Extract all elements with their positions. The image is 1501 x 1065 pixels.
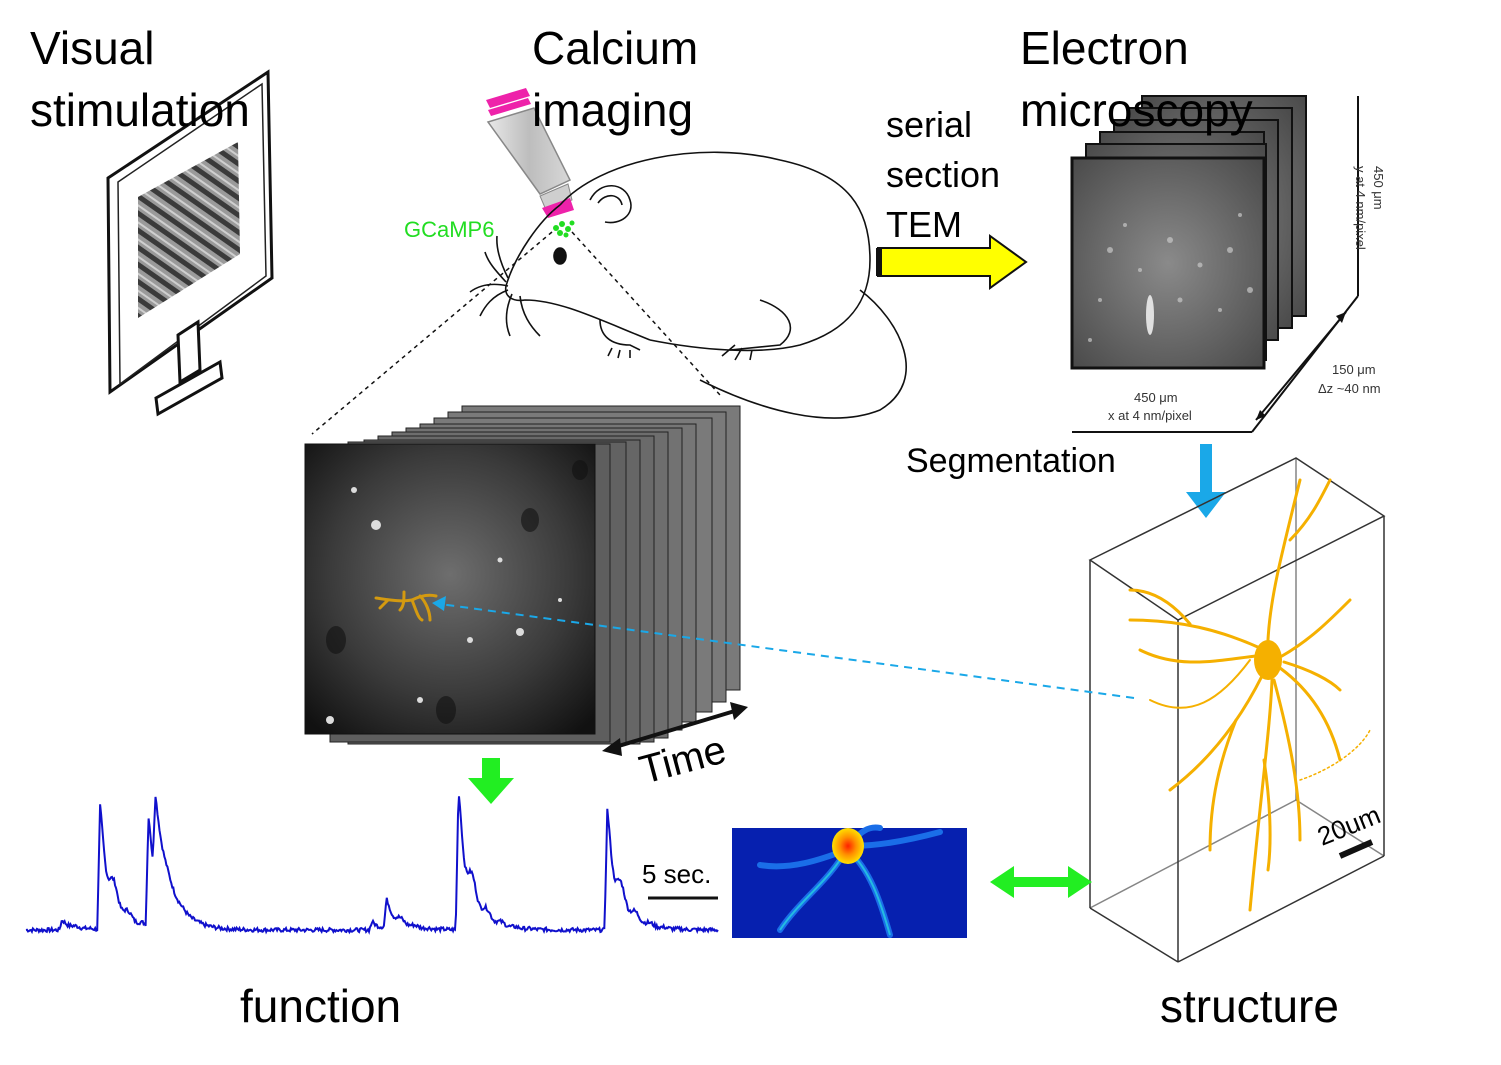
em-z-res: Δz ~40 nm	[1318, 381, 1381, 396]
calcium-title-line1: Calcium	[532, 22, 699, 74]
em-title-line2: microscopy	[1020, 84, 1253, 136]
em-x-res: x at 4 nm/pixel	[1108, 408, 1192, 423]
grating-stimulus	[138, 142, 240, 318]
calcium-title-line2: imaging	[532, 84, 694, 136]
structure-label: structure	[1160, 980, 1339, 1032]
section-label: section	[886, 154, 1001, 195]
em-z-dim: 150 μm	[1332, 362, 1376, 377]
neuron-overlay	[374, 590, 438, 622]
scale-sec-label: 5 sec.	[642, 859, 712, 889]
tem-arrow	[876, 234, 1028, 290]
neuron-heatmap	[732, 824, 967, 938]
function-arrow	[468, 758, 514, 804]
segmentation-label: Segmentation	[906, 442, 1116, 480]
function-label: function	[240, 980, 402, 1032]
scale-bar-um	[1338, 839, 1374, 859]
serial-label: serial	[886, 104, 973, 145]
em-x-dim: 450 μm	[1134, 390, 1178, 405]
scale-um-label: 20um	[1313, 799, 1385, 851]
em-y-dim: 450 μm	[1371, 166, 1386, 210]
link-arrow	[990, 866, 1092, 898]
tem-label: TEM	[886, 204, 962, 245]
em-title-line1: Electron	[1020, 22, 1189, 74]
gcamp-expression	[553, 220, 575, 238]
calcium-trace	[25, 796, 719, 935]
neuron-box	[1088, 457, 1386, 963]
neuron-reconstruction	[1128, 478, 1371, 912]
mouse-icon	[469, 151, 907, 419]
segmentation-arrow	[1186, 444, 1226, 518]
gcamp-label: GCaMP6	[404, 217, 495, 242]
visual-title-line2: stimulation	[30, 84, 250, 136]
em-y-res: y at 4 nm/pixel	[1353, 166, 1368, 250]
time-arrow	[602, 702, 748, 756]
em-stack	[1070, 95, 1359, 433]
calcium-stack	[304, 405, 741, 745]
zoom-line-right	[571, 231, 721, 396]
visual-title-line1: Visual	[30, 22, 155, 74]
monitor-icon	[106, 69, 274, 417]
correspondence-arrow	[439, 603, 1135, 699]
